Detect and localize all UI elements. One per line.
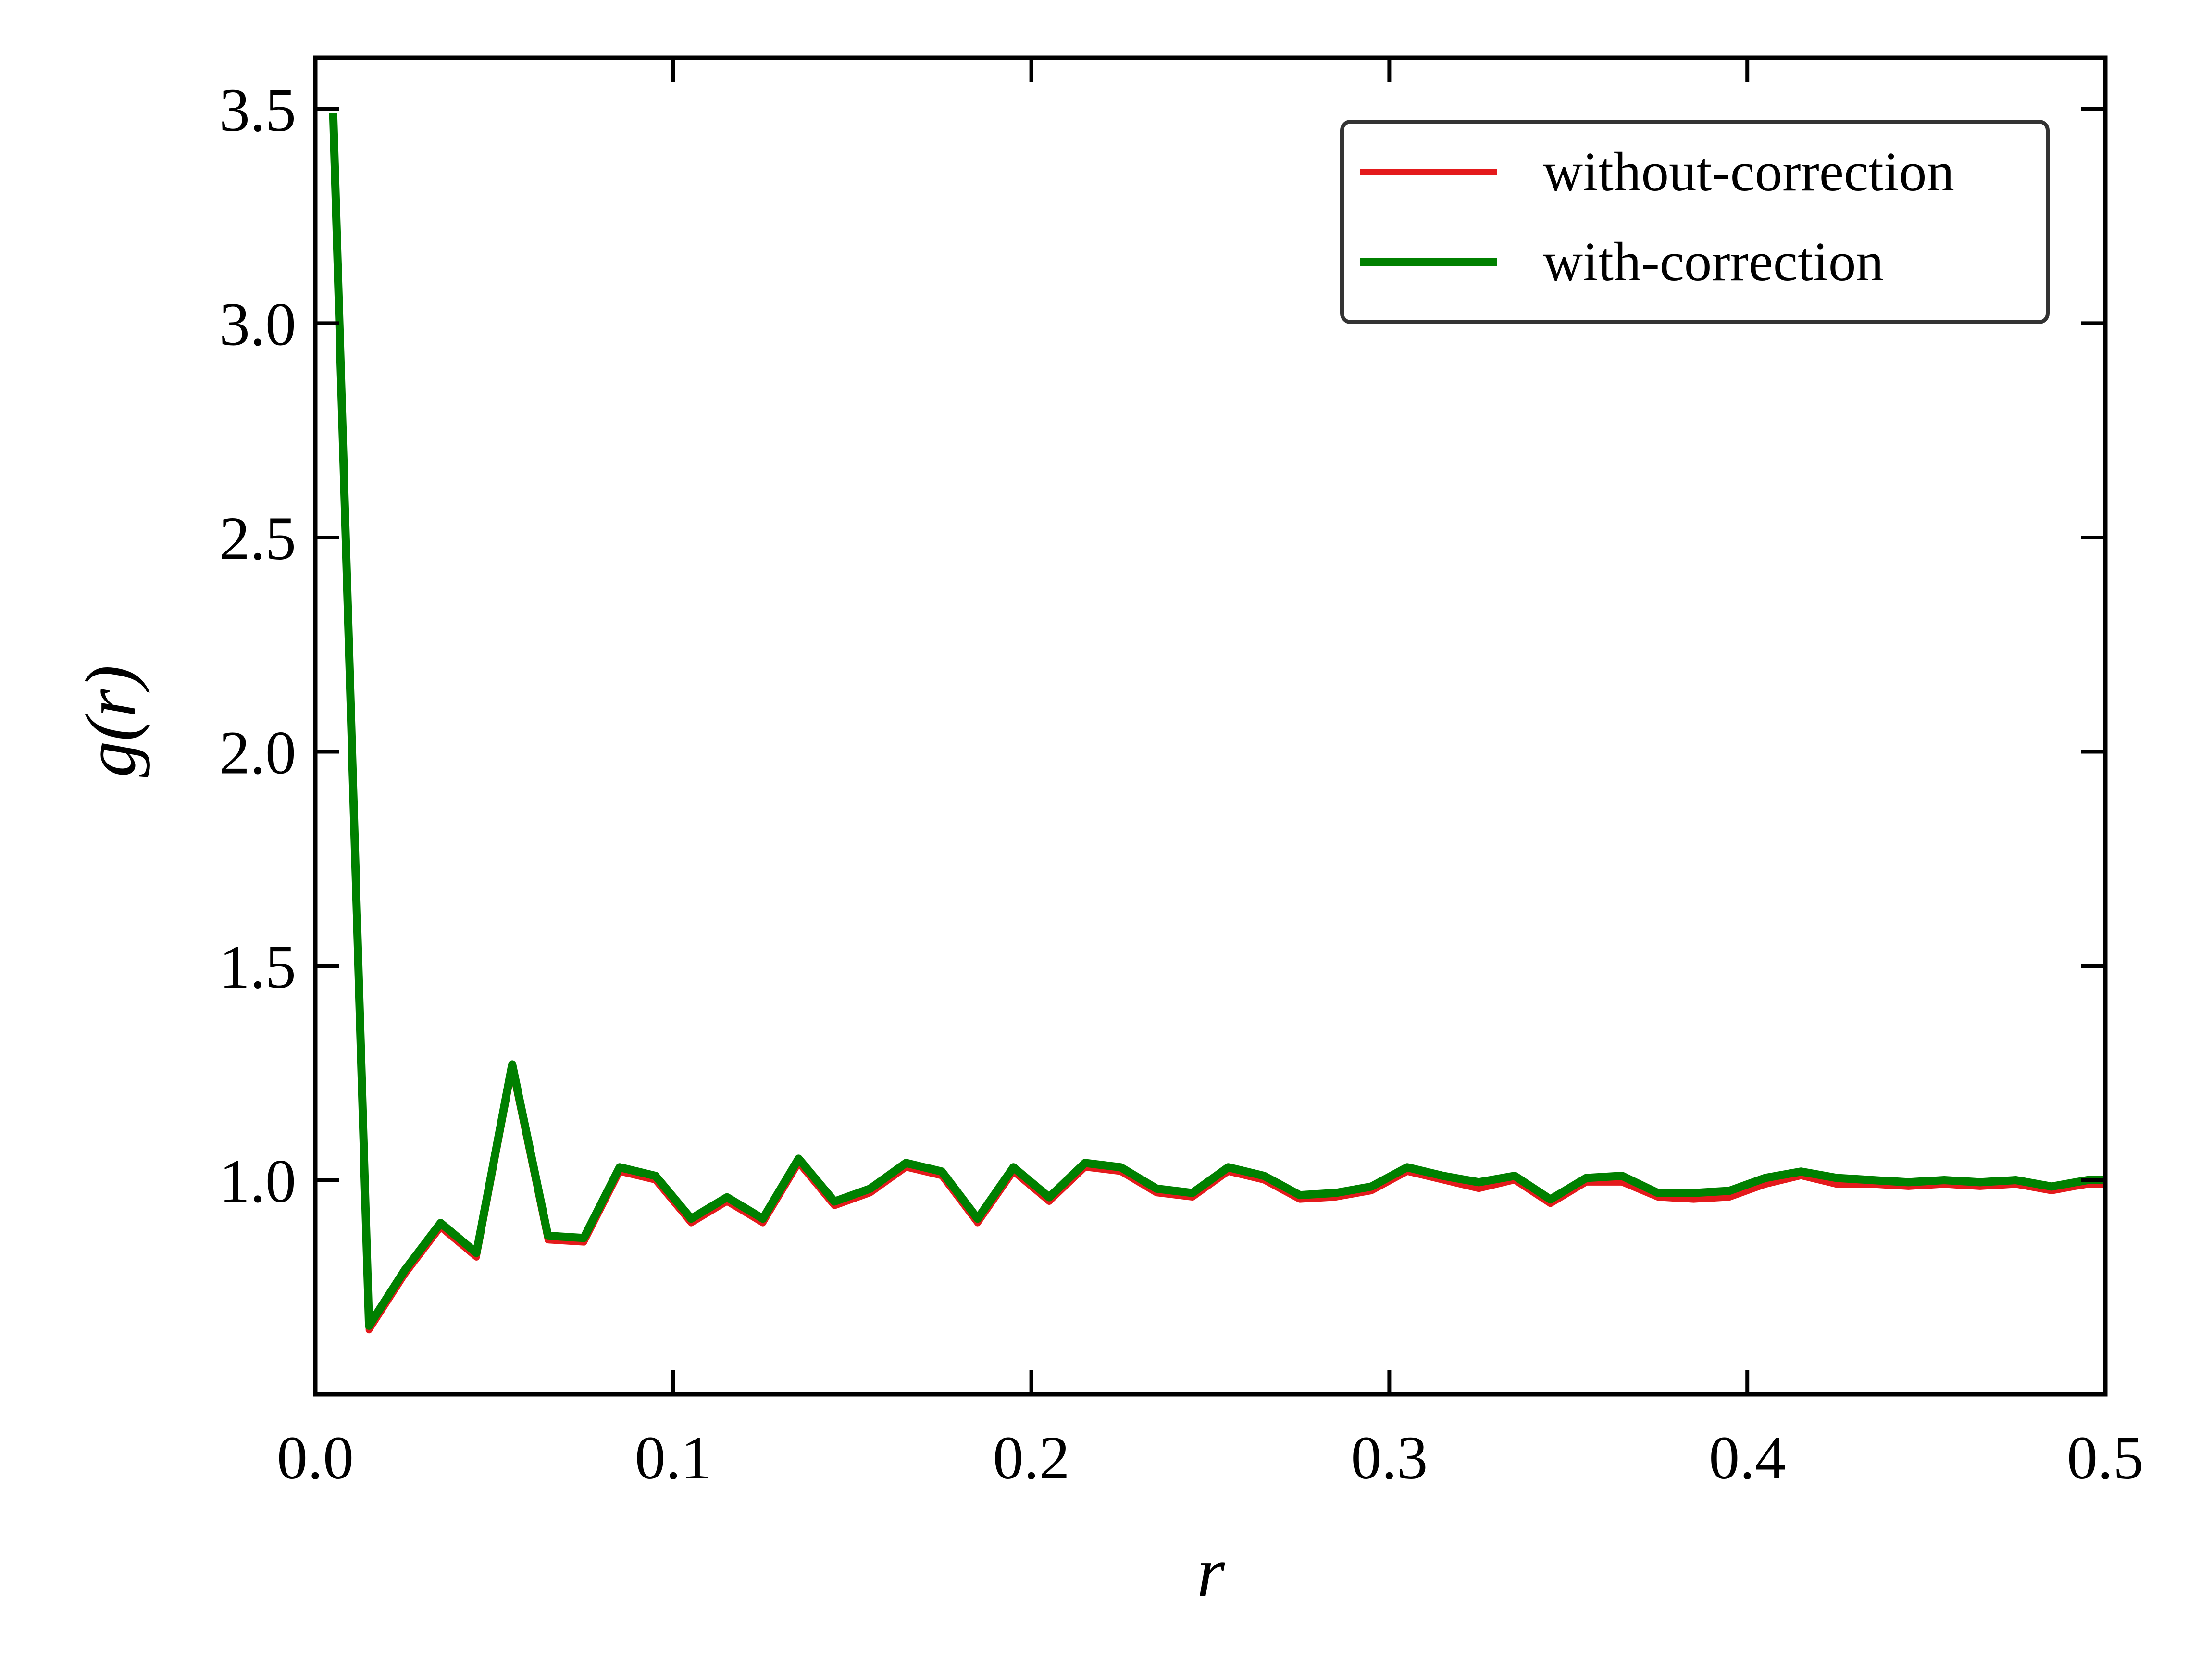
y-axis-label: g(r) <box>71 665 150 777</box>
y-tick-label: 2.5 <box>219 504 296 573</box>
x-tick-label: 0.1 <box>635 1424 712 1492</box>
x-tick-label: 0.4 <box>1709 1424 1786 1492</box>
legend: without-correction with-correction <box>1340 120 2050 324</box>
x-tick-label: 0.3 <box>1351 1424 1428 1492</box>
plot-frame <box>313 55 2108 1397</box>
axes-layer: 0.0 0.1 0.2 0.3 0.4 0.5 1.0 1.5 2.0 2.5 3.0 3.5 <box>219 55 2144 1492</box>
legend-box <box>1340 120 2050 324</box>
x-tick-label: 0.5 <box>2067 1424 2144 1492</box>
series-layer <box>329 113 2105 1334</box>
x-tick-label: 0.2 <box>993 1424 1070 1492</box>
y-tick-label: 1.0 <box>219 1147 296 1215</box>
y-tick-label: 2.0 <box>219 718 296 787</box>
legend-label-without-correction: without-correction <box>1543 141 1954 202</box>
legend-label-with-correction: with-correction <box>1543 231 1884 292</box>
x-axis-label: r <box>1197 1532 1225 1612</box>
series-line-with-correction <box>329 113 2105 1330</box>
y-tick-label: 3.0 <box>219 290 296 358</box>
y-tick-label: 3.5 <box>219 76 296 144</box>
y-tick-label: 1.5 <box>219 933 296 1001</box>
x-tick-label: 0.0 <box>277 1424 354 1492</box>
